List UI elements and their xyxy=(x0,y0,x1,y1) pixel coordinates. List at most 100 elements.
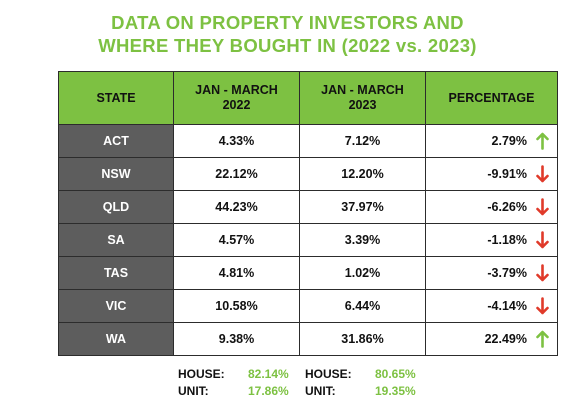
state-cell-text: QLD xyxy=(102,200,130,214)
value-2023-cell-text: 7.12% xyxy=(344,134,381,148)
table-row: NSW 22.12% 12.20% -9.91% xyxy=(58,157,558,191)
summary-2023-unit-value: 19.35% xyxy=(375,384,416,398)
value-2022-cell-text: 22.12% xyxy=(215,167,258,181)
value-2022-cell-text: 4.81% xyxy=(218,266,255,280)
value-2023-cell-text: 1.02% xyxy=(344,266,381,280)
summary-2022-house-value: 82.14% xyxy=(248,367,289,381)
value-2023-cell-text: 31.86% xyxy=(341,332,384,346)
value-2022-cell-text: 9.38% xyxy=(218,332,255,346)
header-2022: JAN - MARCH 2022 xyxy=(173,71,300,125)
state-cell: SA xyxy=(58,223,174,257)
header-state: STATE xyxy=(58,71,174,125)
value-2023-cell-text: 6.44% xyxy=(344,299,381,313)
percentage-cell: -9.91% xyxy=(425,157,558,191)
arrow-up-icon xyxy=(536,132,549,150)
chart-title: DATA ON PROPERTY INVESTORS AND WHERE THE… xyxy=(0,11,575,57)
percentage-cell-text: -4.14% xyxy=(487,299,527,313)
state-cell: VIC xyxy=(58,289,174,323)
value-2023-cell: 3.39% xyxy=(299,223,426,257)
table-row: ACT 4.33% 7.12% 2.79% xyxy=(58,124,558,158)
header-2023-line-1: JAN - MARCH xyxy=(321,83,404,97)
state-cell: NSW xyxy=(58,157,174,191)
header-2022-line-2: 2022 xyxy=(222,98,251,112)
table-row: VIC 10.58% 6.44% -4.14% xyxy=(58,289,558,323)
value-2022-cell-text: 4.33% xyxy=(218,134,255,148)
state-cell-text: ACT xyxy=(103,134,129,148)
arrow-down-icon xyxy=(536,297,549,315)
value-2022-cell-text: 10.58% xyxy=(215,299,258,313)
value-2023-cell: 37.97% xyxy=(299,190,426,224)
value-2022-cell: 10.58% xyxy=(173,289,300,323)
value-2023-cell-text: 3.39% xyxy=(344,233,381,247)
summary-2023-house-label: HOUSE: xyxy=(305,367,352,381)
summary-2023-house-row: HOUSE: 80.65% xyxy=(305,366,416,383)
header-2022-line-1: JAN - MARCH xyxy=(195,83,278,97)
value-2022-cell-text: 44.23% xyxy=(215,200,258,214)
value-2022-cell-text: 4.57% xyxy=(218,233,255,247)
state-cell-text: VIC xyxy=(105,299,127,313)
table-row: QLD 44.23% 37.97% -6.26% xyxy=(58,190,558,224)
header-2023-line-2: 2023 xyxy=(348,98,377,112)
percentage-cell-text: -1.18% xyxy=(487,233,527,247)
table-header-row: STATE JAN - MARCH 2022 JAN - MARCH 2023 PE… xyxy=(58,71,558,125)
header-2023: JAN - MARCH 2023 xyxy=(299,71,426,125)
table-body: ACT 4.33% 7.12% 2.79% NSW 22.12% 12.20% -9.91% Q… xyxy=(58,124,558,356)
state-cell-text: WA xyxy=(105,332,127,346)
table-row: SA 4.57% 3.39% -1.18% xyxy=(58,223,558,257)
arrow-down-icon xyxy=(536,198,549,216)
percentage-cell: -4.14% xyxy=(425,289,558,323)
percentage-cell: -1.18% xyxy=(425,223,558,257)
value-2022-cell: 4.81% xyxy=(173,256,300,290)
state-cell-text: SA xyxy=(107,233,125,247)
value-2022-cell: 9.38% xyxy=(173,322,300,356)
percentage-cell-text: -6.26% xyxy=(487,200,527,214)
investor-data-table: STATE JAN - MARCH 2022 JAN - MARCH 2023 PE… xyxy=(58,71,558,356)
state-cell: TAS xyxy=(58,256,174,290)
header-state-label: STATE xyxy=(96,90,136,105)
value-2023-cell: 6.44% xyxy=(299,289,426,323)
summary-2023-house-value: 80.65% xyxy=(375,367,416,381)
percentage-cell: -6.26% xyxy=(425,190,558,224)
arrow-up-icon xyxy=(536,330,549,348)
percentage-cell-text: -9.91% xyxy=(487,167,527,181)
value-2022-cell: 4.57% xyxy=(173,223,300,257)
table-row: TAS 4.81% 1.02% -3.79% xyxy=(58,256,558,290)
summary-2022: HOUSE: 82.14% UNIT: 17.86% xyxy=(178,366,289,400)
summary-2022-house-row: HOUSE: 82.14% xyxy=(178,366,289,383)
summary-2022-unit-value: 17.86% xyxy=(248,384,289,398)
header-percentage: PERCENTAGE xyxy=(425,71,558,125)
summary-2022-unit-label: UNIT: xyxy=(178,384,209,398)
value-2022-cell: 44.23% xyxy=(173,190,300,224)
summary-2022-unit-row: UNIT: 17.86% xyxy=(178,383,289,400)
arrow-down-icon xyxy=(536,231,549,249)
header-percentage-label: PERCENTAGE xyxy=(448,90,535,105)
value-2023-cell: 1.02% xyxy=(299,256,426,290)
percentage-cell: 22.49% xyxy=(425,322,558,356)
state-cell: WA xyxy=(58,322,174,356)
summary-2022-house-label: HOUSE: xyxy=(178,367,225,381)
percentage-cell-text: -3.79% xyxy=(487,266,527,280)
summary-2023-unit-label: UNIT: xyxy=(305,384,336,398)
state-cell: ACT xyxy=(58,124,174,158)
value-2022-cell: 22.12% xyxy=(173,157,300,191)
value-2023-cell: 7.12% xyxy=(299,124,426,158)
percentage-cell-text: 22.49% xyxy=(484,332,527,346)
state-cell-text: NSW xyxy=(101,167,131,181)
percentage-cell: -3.79% xyxy=(425,256,558,290)
chart-title-line-1: DATA ON PROPERTY INVESTORS AND xyxy=(111,12,464,33)
table-row: WA 9.38% 31.86% 22.49% xyxy=(58,322,558,356)
percentage-cell-text: 2.79% xyxy=(491,134,527,148)
summary-2023-unit-row: UNIT: 19.35% xyxy=(305,383,416,400)
arrow-down-icon xyxy=(536,165,549,183)
value-2023-cell: 12.20% xyxy=(299,157,426,191)
summary-2023: HOUSE: 80.65% UNIT: 19.35% xyxy=(305,366,416,400)
state-cell: QLD xyxy=(58,190,174,224)
value-2022-cell: 4.33% xyxy=(173,124,300,158)
state-cell-text: TAS xyxy=(103,266,129,280)
percentage-cell: 2.79% xyxy=(425,124,558,158)
value-2023-cell-text: 12.20% xyxy=(341,167,384,181)
chart-title-line-2: WHERE THEY BOUGHT IN (2022 vs. 2023) xyxy=(98,35,477,56)
value-2023-cell-text: 37.97% xyxy=(341,200,384,214)
arrow-down-icon xyxy=(536,264,549,282)
value-2023-cell: 31.86% xyxy=(299,322,426,356)
